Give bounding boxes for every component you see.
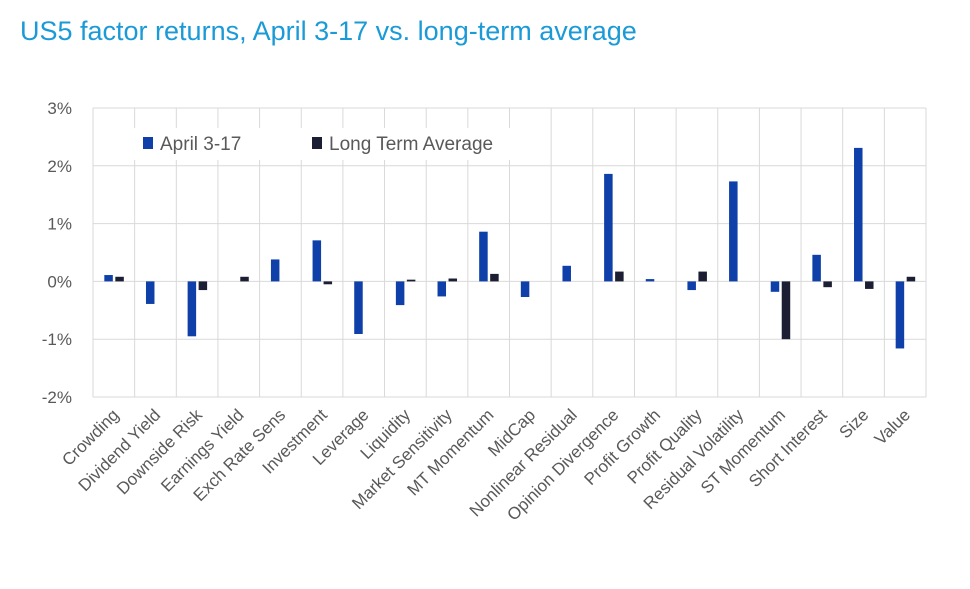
bar-april-3-17-9 — [479, 231, 488, 282]
legend-swatch — [312, 137, 322, 149]
y-tick-label: -1% — [42, 330, 72, 349]
bar-april-3-17-5 — [312, 240, 322, 282]
bar-long-term-average-5 — [323, 281, 333, 285]
chart-title: US5 factor returns, April 3-17 vs. long-… — [20, 16, 637, 46]
bar-april-3-17-2 — [187, 281, 197, 337]
bar-april-3-17-7 — [395, 281, 405, 306]
bar-april-3-17-18 — [854, 147, 863, 282]
bar-april-3-17-14 — [687, 281, 696, 291]
bar-april-3-17-8 — [437, 281, 447, 297]
bar-long-term-average-3 — [240, 276, 249, 282]
y-tick-label: 1% — [47, 215, 72, 234]
bar-long-term-average-12 — [615, 271, 624, 282]
bar-april-3-17-15 — [729, 181, 738, 282]
bar-april-3-17-1 — [145, 281, 155, 304]
bar-long-term-average-16 — [781, 281, 791, 340]
legend-label: Long Term Average — [329, 134, 493, 155]
x-tick-label: Size — [836, 405, 873, 442]
bar-april-3-17-10 — [520, 281, 530, 298]
bar-long-term-average-0 — [115, 276, 124, 282]
bar-long-term-average-17 — [823, 281, 832, 288]
bars — [104, 147, 916, 349]
y-tick-label: 0% — [47, 272, 72, 291]
bar-april-3-17-19 — [895, 281, 905, 349]
legend: April 3-17 Long Term Average — [132, 128, 512, 160]
bar-long-term-average-2 — [198, 281, 208, 291]
bar-long-term-average-14 — [698, 271, 707, 282]
bar-april-3-17-4 — [270, 259, 280, 282]
legend-label: April 3-17 — [160, 134, 241, 155]
y-tick-label: 3% — [47, 99, 72, 118]
bar-april-3-17-17 — [812, 254, 821, 282]
bar-long-term-average-7 — [406, 279, 416, 282]
legend-swatch — [143, 137, 153, 149]
bar-long-term-average-19 — [906, 276, 916, 282]
bar-long-term-average-9 — [490, 273, 499, 282]
bar-long-term-average-8 — [448, 278, 458, 282]
bar-april-3-17-6 — [354, 281, 363, 334]
bar-long-term-average-18 — [865, 281, 874, 289]
y-tick-label: 2% — [47, 157, 72, 176]
x-tick-label: Value — [871, 405, 914, 448]
y-axis: -2% -1% 0% 1% 2% 3% — [42, 99, 72, 407]
bar-april-3-17-11 — [562, 265, 571, 282]
bar-april-3-17-13 — [645, 279, 655, 282]
y-tick-label: -2% — [42, 388, 72, 407]
bar-april-3-17-0 — [104, 275, 113, 282]
bar-april-3-17-16 — [770, 281, 780, 292]
bar-april-3-17-12 — [604, 173, 613, 282]
